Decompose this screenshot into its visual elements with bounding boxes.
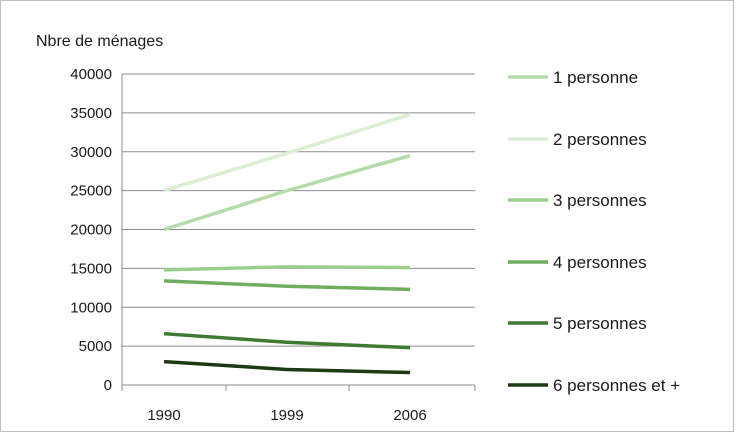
series-line-6 (163, 359, 411, 375)
x-tick-label: 2006 (393, 407, 426, 424)
y-tick-label: 10000 (70, 299, 112, 316)
legend-label: 5 personnes (553, 314, 647, 333)
legend-label: 4 personnes (553, 253, 647, 272)
y-tick-label: 20000 (70, 222, 112, 239)
legend: 1 personne 2 personnes 3 personnes 4 person… (508, 68, 680, 395)
legend-label: 2 personnes (553, 130, 647, 149)
y-tick-labels: 40000 35000 30000 25000 20000 15000 10000 5000 0 (70, 66, 112, 394)
y-axis-label: Nbre de ménages (36, 33, 163, 50)
gridlines (121, 73, 476, 391)
x-tick-label: 1999 (270, 407, 303, 424)
y-tick-label: 5000 (79, 338, 112, 355)
legend-label: 1 personne (553, 68, 638, 87)
legend-label: 3 personnes (553, 191, 647, 210)
y-tick-label: 30000 (70, 144, 112, 161)
y-tick-label: 0 (104, 377, 112, 394)
series-line-1 (163, 153, 411, 232)
series-line-5 (163, 331, 411, 350)
series-line-3 (163, 265, 411, 272)
y-tick-label: 40000 (70, 66, 112, 83)
x-tick-label: 1990 (147, 407, 180, 424)
series-lines (163, 112, 411, 375)
x-tick-labels: 1990 1999 2006 (147, 407, 426, 424)
legend-label: 6 personnes et + (553, 376, 680, 395)
y-tick-label: 15000 (70, 260, 112, 277)
series-line-4 (163, 279, 411, 292)
y-tick-label: 25000 (70, 183, 112, 200)
y-tick-label: 35000 (70, 105, 112, 122)
series-line-2 (163, 112, 411, 193)
